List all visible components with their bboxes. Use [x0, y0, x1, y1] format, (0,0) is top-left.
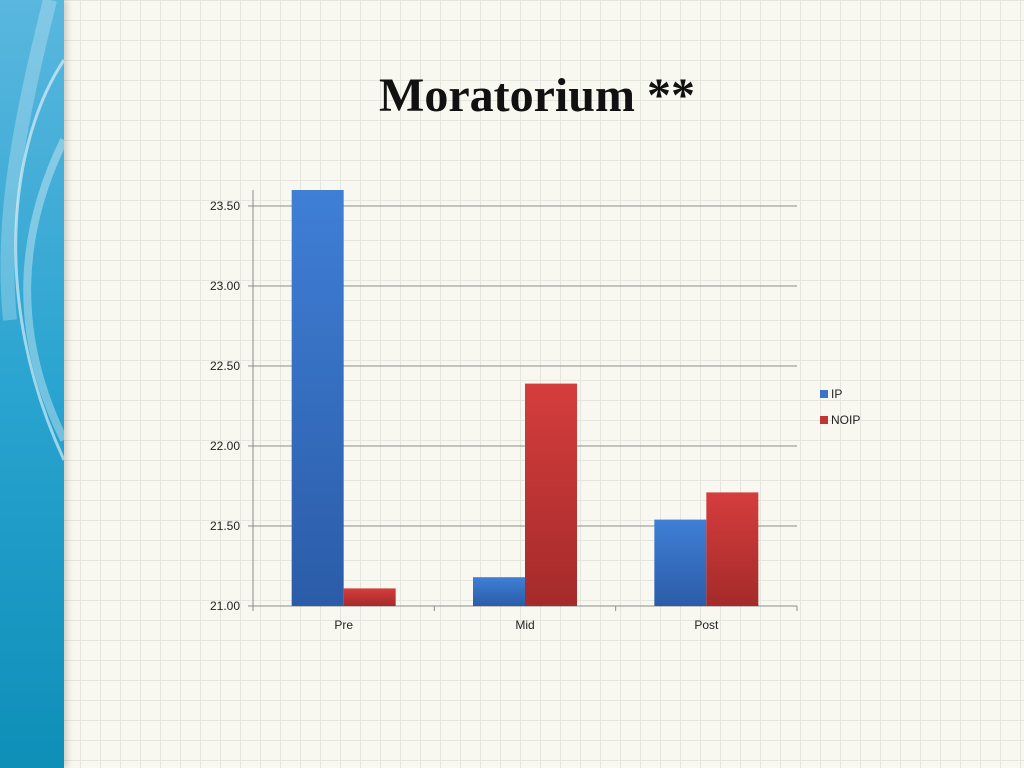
x-tick-label: Mid [515, 618, 534, 632]
y-tick-label: 23.50 [210, 199, 240, 213]
legend-label-ip: IP [831, 387, 842, 401]
bar-noip-mid [525, 383, 577, 606]
decorative-side-band [0, 0, 64, 768]
bar-noip-pre [343, 588, 396, 606]
y-tick-label: 23.00 [210, 279, 240, 293]
y-tick-label: 22.00 [210, 439, 240, 453]
y-tick-label: 21.50 [210, 519, 240, 533]
legend-swatch-ip [820, 390, 828, 398]
slide-title: Moratorium ** [379, 69, 695, 122]
bar-ip-post [654, 519, 707, 606]
x-tick-label: Pre [334, 618, 353, 632]
x-tick-label: Post [694, 618, 719, 632]
bar-ip-pre [291, 190, 344, 606]
legend-label-noip: NOIP [831, 413, 860, 427]
legend-swatch-noip [820, 416, 828, 424]
bar-noip-post [706, 492, 759, 606]
y-tick-label: 21.00 [210, 599, 240, 613]
bar-ip-mid [473, 577, 525, 606]
y-tick-label: 22.50 [210, 359, 240, 373]
